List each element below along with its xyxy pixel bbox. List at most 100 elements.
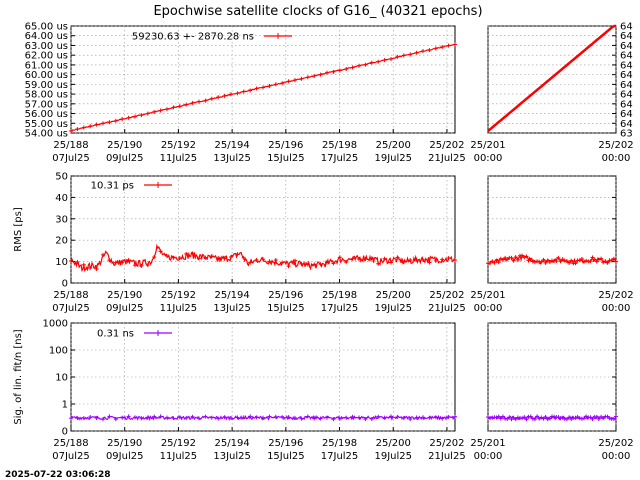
clock-zoom-xlabel-date: 00:00 [474,153,503,164]
rms-ylabel: 10 [55,257,68,268]
rms-xlabel-day: 25/196 [268,290,303,301]
clock-ylabel: 58.00 us [25,90,68,101]
rms-xlabel-date: 11Jul25 [160,303,198,314]
sigma-ylabel: 100 [49,346,68,357]
timestamp: 2025-07-22 03:06:28 [5,470,110,480]
rms-ylabel: 0 [62,279,68,290]
sigma-xlabel-day: 25/194 [215,438,250,449]
clock-zoom-ylabel: 64 [620,80,633,91]
rms-xlabel-date: 15Jul25 [267,303,305,314]
clock-legend-label: 59230.63 +- 2870.28 ns [132,32,254,43]
sigma-ylabel: 1000 [43,319,68,330]
rms-ylabel: 20 [55,236,68,247]
clock-xlabel-day: 25/194 [215,140,250,151]
rms-xlabel-day: 25/202 [429,290,464,301]
clock-zoom-ylabel: 64 [620,90,633,101]
sigma-ylabel: 10 [55,373,68,384]
clock-ylabel: 64.00 us [25,31,68,42]
rms-xlabel-day: 25/194 [215,290,250,301]
clock-xlabel-day: 25/192 [161,140,196,151]
rms-xlabel-day: 25/200 [376,290,411,301]
clock-ylabel: 55.00 us [25,119,68,130]
sigma-zoom-xlabel-date: 00:00 [474,451,503,462]
clock-zoom-ylabel: 64 [620,99,633,110]
rms-zoom-xlabel-day: 25/201 [470,290,505,301]
clock-zoom-ylabel: 64 [620,51,633,62]
sigma-ylabel: 1 [62,400,68,411]
sigma-xlabel-date: 15Jul25 [267,451,305,462]
clock-xlabel-date: 21Jul25 [428,153,466,164]
rms-ylabel: 40 [55,193,68,204]
clock-xlabel-date: 19Jul25 [374,153,412,164]
clock-xlabel-day: 25/202 [429,140,464,151]
clock-zoom-ylabel: 64 [620,60,633,71]
sigma-xlabel-date: 17Jul25 [321,451,359,462]
clock-ylabel: 57.00 us [25,99,68,110]
clock-zoom-ylabel: 64 [620,119,633,130]
sigma-zoom-xlabel-date: 00:00 [602,451,631,462]
clock-xlabel-date: 11Jul25 [160,153,198,164]
clock-xlabel-date: 13Jul25 [213,153,251,164]
sigma-xlabel-date: 07Jul25 [52,451,90,462]
rms-axis-ylabel: RMS [ps] [13,207,24,252]
clock-zoom-ylabel: 64 [620,41,633,52]
sigma-zoom-xlabel-day: 25/202 [598,438,633,449]
rms-zoom-xlabel-date: 00:00 [474,303,503,314]
rms-zoom-xlabel-day: 25/202 [598,290,633,301]
clock-zoom-xlabel-day: 25/202 [598,140,633,151]
sigma-xlabel-day: 25/198 [322,438,357,449]
rms-zoom-frame [487,175,617,284]
clock-xlabel-day: 25/198 [322,140,357,151]
sigma-xlabel-date: 21Jul25 [428,451,466,462]
sigma-xlabel-day: 25/196 [268,438,303,449]
sigma-xlabel-day: 25/192 [161,438,196,449]
rms-xlabel-day: 25/192 [161,290,196,301]
clock-zoom-ylabel: 64 [620,70,633,81]
rms-legend-label: 10.31 ps [91,181,134,192]
sigma-xlabel-date: 09Jul25 [106,451,144,462]
rms-xlabel-date: 21Jul25 [428,303,466,314]
clock-zoom-ylabel: 64 [620,22,633,33]
sigma-zoom-xlabel-day: 25/201 [470,438,505,449]
clock-zoom-xlabel-date: 00:00 [602,153,631,164]
clock-zoom-frame [487,25,617,134]
sigma-legend-label: 0.31 ns [97,329,134,340]
sigma-xlabel-day: 25/188 [53,438,88,449]
sigma-xlabel-date: 11Jul25 [160,451,198,462]
clock-zoom-ylabel: 64 [620,109,633,120]
clock-xlabel-date: 09Jul25 [106,153,144,164]
sigma-axis-ylabel: Sig. of lin. fit/n [ns] [13,329,24,424]
clock-zoom-ylabel: 63 [620,129,633,140]
rms-frame [70,175,456,284]
rms-xlabel-day: 25/198 [322,290,357,301]
rms-xlabel-date: 09Jul25 [106,303,144,314]
rms-zoom-xlabel-date: 00:00 [602,303,631,314]
rms-xlabel-date: 19Jul25 [374,303,412,314]
clock-ylabel: 63.00 us [25,41,68,52]
clock-zoom-line [487,24,616,132]
sigma-xlabel-day: 25/202 [429,438,464,449]
clock-xlabel-date: 17Jul25 [321,153,359,164]
rms-xlabel-date: 17Jul25 [321,303,359,314]
clock-ylabel: 56.00 us [25,109,68,120]
clock-ylabel: 54.00 us [25,129,68,140]
sigma-ylabel: 0 [62,427,68,438]
clock-xlabel-day: 25/190 [107,140,142,151]
sigma-xlabel-day: 25/200 [376,438,411,449]
figure-title: Epochwise satellite clocks of G16_ (4032… [153,4,482,19]
clock-ylabel: 59.00 us [25,80,68,91]
rms-xlabel-date: 13Jul25 [213,303,251,314]
clock-zoom-ylabel: 64 [620,31,633,42]
rms-xlabel-day: 25/190 [107,290,142,301]
clock-xlabel-day: 25/200 [376,140,411,151]
rms-ylabel: 50 [55,172,68,183]
sigma-xlabel-date: 13Jul25 [213,451,251,462]
sigma-xlabel-date: 19Jul25 [374,451,412,462]
clock-xlabel-date: 07Jul25 [52,153,90,164]
rms-xlabel-day: 25/188 [53,290,88,301]
rms-ylabel: 30 [55,214,68,225]
clock-xlabel-day: 25/196 [268,140,303,151]
clock-xlabel-date: 15Jul25 [267,153,305,164]
clock-ylabel: 65.00 us [25,22,68,33]
